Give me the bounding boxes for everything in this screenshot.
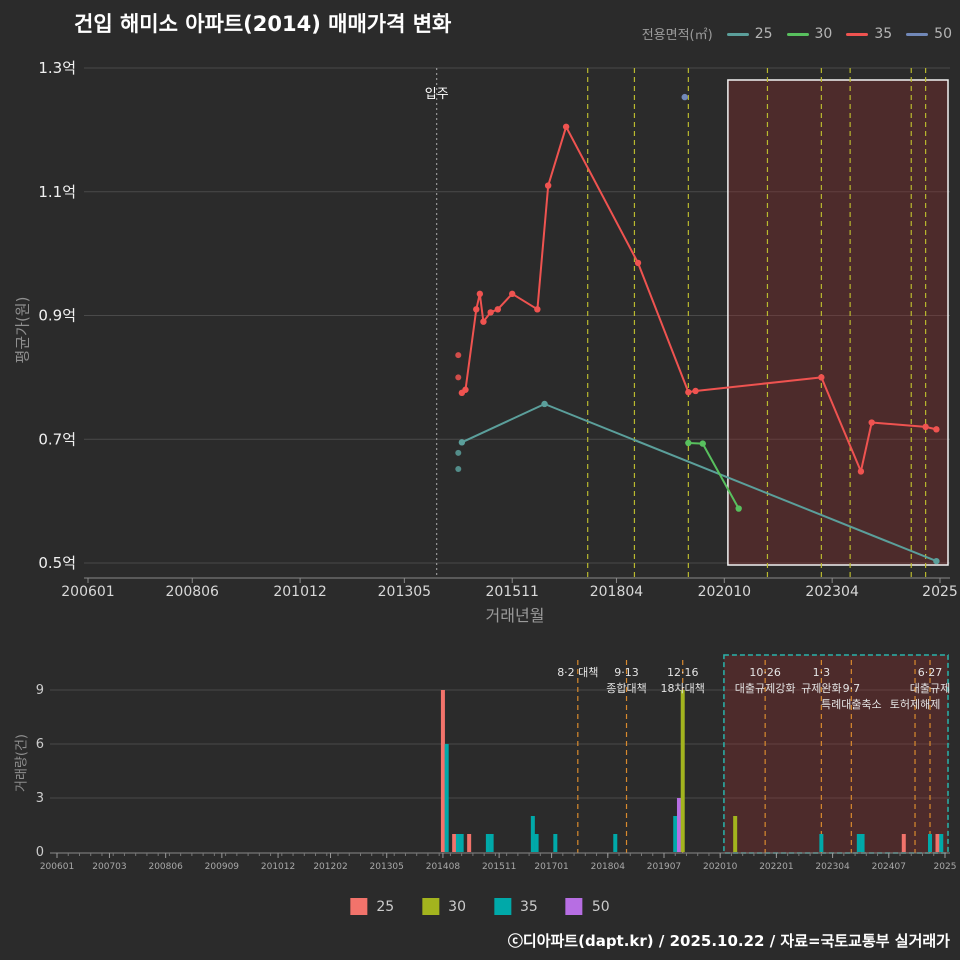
svg-text:202201: 202201	[759, 862, 793, 872]
svg-text:201804: 201804	[590, 584, 644, 600]
svg-text:201012: 201012	[261, 862, 295, 872]
svg-text:10·26: 10·26	[749, 666, 781, 679]
svg-text:200703: 200703	[92, 862, 126, 872]
svg-text:입주: 입주	[425, 87, 449, 102]
area-legend-label: 전용면적(㎡)	[641, 28, 713, 43]
svg-text:9·7: 9·7	[843, 682, 861, 695]
svg-text:대출규제: 대출규제	[910, 682, 950, 695]
svg-text:0: 0	[36, 845, 44, 860]
svg-text:201907: 201907	[647, 862, 681, 872]
svg-text:200909: 200909	[205, 862, 240, 872]
svg-text:0.7억: 0.7억	[38, 430, 76, 448]
svg-text:6·27: 6·27	[918, 666, 943, 679]
size-legend-item-50[interactable]: 50	[565, 898, 610, 915]
svg-text:202304: 202304	[805, 584, 859, 600]
svg-text:토허제해제: 토허제해제	[890, 697, 941, 711]
svg-text:18차대책: 18차대책	[661, 682, 705, 695]
svg-text:201202: 201202	[313, 862, 347, 872]
svg-text:201511: 201511	[485, 584, 538, 600]
svg-text:1·3: 1·3	[813, 666, 831, 679]
svg-text:12·16: 12·16	[667, 666, 699, 679]
svg-text:200601: 200601	[61, 584, 114, 600]
legend-item-label: 30	[448, 898, 466, 915]
svg-text:201701: 201701	[534, 862, 568, 872]
svg-text:201012: 201012	[273, 584, 326, 600]
legend-square-swatch	[565, 898, 583, 915]
svg-text:6: 6	[36, 737, 44, 752]
size-legend: 25 30 35 50	[350, 898, 610, 915]
svg-text:종합대책: 종합대책	[606, 682, 646, 695]
svg-text:2025: 2025	[922, 584, 958, 600]
svg-text:1.1억: 1.1억	[38, 183, 76, 201]
legend-line-swatch	[906, 32, 929, 36]
svg-text:1.3억: 1.3억	[38, 59, 76, 77]
legend-line-swatch	[786, 32, 809, 36]
svg-text:0.9억: 0.9억	[38, 307, 76, 325]
svg-text:200806: 200806	[148, 862, 183, 872]
svg-text:대출규제강화: 대출규제강화	[735, 682, 796, 695]
svg-text:202010: 202010	[703, 862, 738, 872]
svg-text:3: 3	[36, 791, 44, 806]
svg-text:2025: 2025	[934, 862, 957, 872]
area-legend-item-25[interactable]: 25	[726, 26, 773, 43]
legend-item-label: 30	[814, 26, 833, 43]
svg-text:200806: 200806	[166, 584, 220, 600]
legend-line-swatch	[846, 32, 869, 36]
legend-item-label: 50	[934, 26, 952, 43]
size-legend-item-30[interactable]: 30	[422, 898, 466, 915]
area-legend-item-30[interactable]: 30	[786, 26, 833, 43]
legend-line-swatch	[726, 32, 749, 36]
svg-text:201511: 201511	[482, 862, 516, 872]
svg-text:201305: 201305	[378, 584, 431, 600]
legend-item-label: 25	[376, 898, 395, 915]
svg-text:특례대출축소: 특례대출축소	[821, 698, 882, 711]
legend-item-label: 25	[754, 26, 773, 43]
svg-text:202304: 202304	[815, 862, 850, 872]
legend-square-swatch	[494, 898, 511, 915]
svg-text:202407: 202407	[872, 862, 906, 872]
area-legend-item-50[interactable]: 50	[906, 26, 952, 42]
svg-text:0.5억: 0.5억	[38, 554, 76, 572]
area-legend-items: 25 30 35 50	[713, 25, 952, 43]
size-legend-item-35[interactable]: 35	[494, 898, 538, 915]
area-legend-item-35[interactable]: 35	[846, 26, 892, 42]
page-title: 건입 해미소 아파트(2014) 매매가격 변화	[74, 12, 452, 36]
svg-text:201804: 201804	[591, 862, 626, 872]
legend-item-label: 35	[520, 898, 538, 915]
svg-text:202010: 202010	[698, 584, 751, 600]
source-credit: ⓒ디아파트(dapt.kr) / 2025.10.22 / 자료=국토교통부 실…	[507, 932, 950, 950]
svg-text:9: 9	[36, 683, 44, 698]
svg-text:200601: 200601	[40, 862, 74, 872]
svg-text:규제완화: 규제완화	[801, 682, 841, 695]
svg-text:9·13: 9·13	[614, 666, 639, 679]
legend-item-label: 50	[591, 898, 610, 915]
date-axis-title: 거래년월	[485, 606, 545, 625]
svg-text:201305: 201305	[370, 862, 404, 872]
legend-square-swatch	[422, 898, 440, 915]
svg-text:8·2 대책: 8·2 대책	[557, 666, 598, 679]
legend-item-label: 35	[874, 26, 893, 43]
legend-square-swatch	[350, 898, 368, 915]
area-legend: 전용면적(㎡) 25 30 35 50	[642, 24, 952, 43]
svg-text:201408: 201408	[426, 862, 461, 872]
size-legend-item-25[interactable]: 25	[350, 898, 394, 915]
